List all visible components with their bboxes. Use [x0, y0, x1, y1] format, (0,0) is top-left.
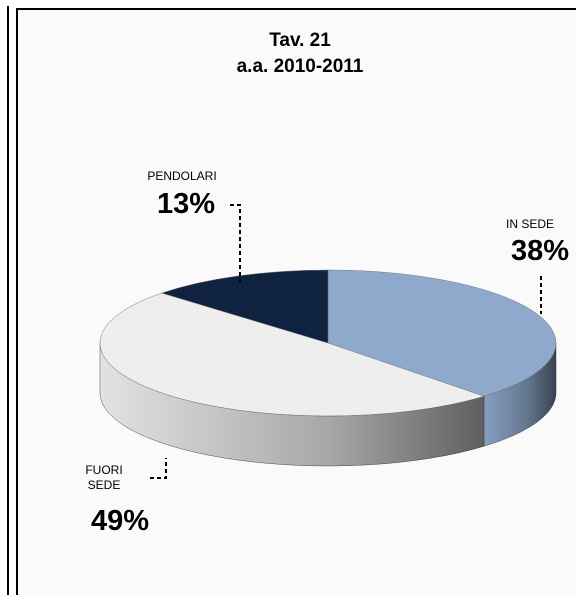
- pie-side-shade: [100, 343, 485, 466]
- pie: [99, 269, 557, 467]
- pie-slice: [327, 269, 557, 397]
- category-label-line: FUORI: [85, 463, 122, 477]
- category-label: FUORI SEDE: [85, 463, 122, 492]
- value-label: 13%: [157, 188, 215, 220]
- value-label: 38%: [511, 235, 569, 267]
- chart-title: Tav. 21: [269, 30, 331, 51]
- pie-slice: [160, 269, 329, 344]
- value-label: 49%: [91, 505, 149, 537]
- leader-line: [150, 458, 167, 479]
- leader-lines: [150, 204, 542, 479]
- pie-side-shade: [484, 343, 556, 447]
- pie-slice: [99, 292, 485, 417]
- category-label: PENDOLARI: [147, 169, 216, 183]
- leader-line: [230, 204, 241, 282]
- category-label: IN SEDE: [506, 217, 554, 231]
- chart-subtitle: a.a. 2010-2011: [237, 56, 364, 77]
- category-label-line: SEDE: [88, 478, 121, 492]
- labels: IN SEDE 38% FUORI SEDE 49% PENDOLARI 13%: [85, 169, 569, 537]
